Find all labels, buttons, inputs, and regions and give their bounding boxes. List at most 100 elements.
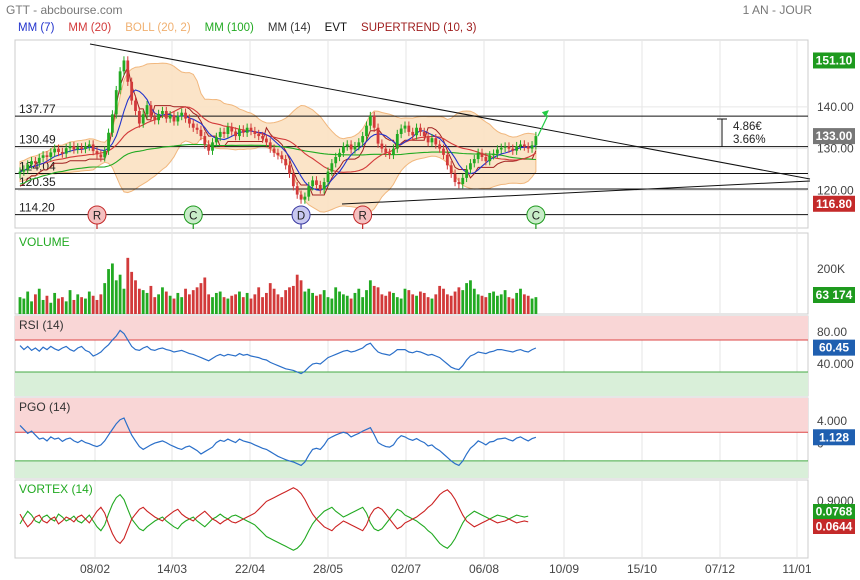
volume-bar bbox=[461, 290, 465, 314]
candle-body bbox=[288, 165, 291, 174]
candle-body bbox=[488, 155, 492, 162]
pgo-oversold-zone bbox=[15, 460, 808, 478]
volume-bar bbox=[49, 302, 53, 314]
candle-body bbox=[526, 146, 530, 149]
candle-body bbox=[222, 131, 226, 134]
candle-body bbox=[376, 127, 380, 144]
volume-bar bbox=[141, 290, 145, 314]
candle-body bbox=[103, 150, 107, 158]
volume-bar bbox=[388, 291, 391, 314]
volume-bar bbox=[41, 299, 45, 314]
volume-bar bbox=[272, 288, 276, 314]
signal-label: R bbox=[358, 211, 366, 223]
volume-bar bbox=[111, 263, 114, 314]
candle-body bbox=[342, 146, 345, 153]
volume-bar bbox=[207, 294, 211, 314]
volume-bar bbox=[499, 294, 503, 314]
volume-value-tag bbox=[813, 287, 855, 303]
candle-body bbox=[149, 105, 153, 117]
target-arrow-head bbox=[541, 110, 549, 118]
volume-bar bbox=[376, 287, 380, 314]
x-tick-label: 28/05 bbox=[313, 562, 343, 576]
volume-bar bbox=[484, 297, 488, 314]
candle-body bbox=[26, 164, 30, 170]
volume-bar bbox=[134, 280, 137, 314]
candle-body bbox=[361, 136, 365, 143]
candle-body bbox=[522, 144, 526, 147]
volume-bar bbox=[184, 288, 187, 314]
volume-bar bbox=[407, 290, 411, 314]
y-tick-label: 130.00 bbox=[817, 142, 854, 156]
volume-bar bbox=[257, 287, 261, 314]
volume-bar bbox=[534, 297, 538, 314]
candle-body bbox=[307, 186, 311, 197]
candle-body bbox=[60, 151, 64, 154]
volume-bar bbox=[153, 297, 157, 314]
candle-body bbox=[207, 144, 211, 151]
volume-bar bbox=[253, 294, 257, 314]
volume-bar bbox=[515, 292, 519, 314]
volume-bar bbox=[503, 290, 507, 314]
x-tick-label: 02/07 bbox=[391, 562, 421, 576]
volume-bar bbox=[457, 287, 461, 314]
candle-body bbox=[180, 112, 184, 117]
volume-bar bbox=[307, 288, 311, 314]
volume-bar bbox=[164, 291, 168, 314]
volume-bar bbox=[453, 291, 457, 314]
volume-bar bbox=[419, 291, 422, 314]
candle-body bbox=[530, 145, 534, 149]
bollinger-band bbox=[19, 62, 537, 213]
candle-body bbox=[203, 136, 207, 145]
volume-bar bbox=[472, 288, 476, 314]
candle-body bbox=[134, 100, 137, 112]
signal-label: D bbox=[297, 211, 305, 223]
volume-bar bbox=[114, 280, 118, 314]
volume-bar bbox=[249, 298, 253, 314]
candle-body bbox=[22, 169, 26, 172]
candle-body bbox=[326, 171, 330, 183]
volume-bar bbox=[326, 297, 330, 314]
candle-body bbox=[338, 152, 341, 157]
indicator-legend: MM (7) MM (20) BOLL (20, 2) MM (100) MM … bbox=[18, 22, 477, 34]
x-tick-label: 14/03 bbox=[157, 562, 187, 576]
y-tick-label: 120.00 bbox=[817, 183, 854, 197]
candle-body bbox=[68, 146, 72, 149]
target-percent: 3.66% bbox=[733, 134, 766, 146]
volume-bar bbox=[295, 274, 299, 314]
volume-bar bbox=[168, 295, 172, 314]
y-tick-label: 140.00 bbox=[817, 100, 854, 114]
price-tag bbox=[813, 52, 855, 69]
volume-bar bbox=[330, 298, 334, 314]
price-tag-label: 116.80 bbox=[816, 197, 852, 211]
candle-body bbox=[311, 180, 314, 187]
volume-bar bbox=[469, 280, 472, 314]
volume-bar bbox=[161, 287, 164, 314]
volume-bar bbox=[245, 292, 249, 314]
signal-label: R bbox=[93, 211, 101, 223]
candle-body bbox=[80, 147, 83, 150]
volume-bar bbox=[126, 257, 130, 314]
volume-bar bbox=[434, 294, 438, 314]
vortex-minus-tag bbox=[813, 519, 855, 534]
candle-body bbox=[84, 146, 87, 150]
candle-body bbox=[99, 154, 103, 158]
candle-body bbox=[176, 116, 180, 122]
volume-bar bbox=[222, 297, 226, 314]
volume-bar bbox=[361, 297, 365, 314]
candle-body bbox=[145, 105, 149, 115]
candle-body bbox=[407, 125, 411, 132]
candle-body bbox=[476, 152, 480, 160]
volume-bar bbox=[214, 292, 218, 314]
price-tag-label: 151.10 bbox=[816, 53, 853, 67]
volume-bar bbox=[334, 287, 338, 314]
candle-body bbox=[261, 136, 264, 139]
candle-body bbox=[218, 131, 222, 137]
vortex-minus-label: 0.0644 bbox=[816, 520, 853, 534]
volume-bar bbox=[438, 285, 442, 314]
candle-body bbox=[503, 146, 507, 148]
candle-body bbox=[114, 90, 118, 115]
target-amount: 4.86€ bbox=[733, 121, 762, 133]
vortex-minus-line bbox=[19, 487, 529, 545]
volume-bar bbox=[265, 292, 268, 314]
candle-body bbox=[430, 138, 434, 143]
